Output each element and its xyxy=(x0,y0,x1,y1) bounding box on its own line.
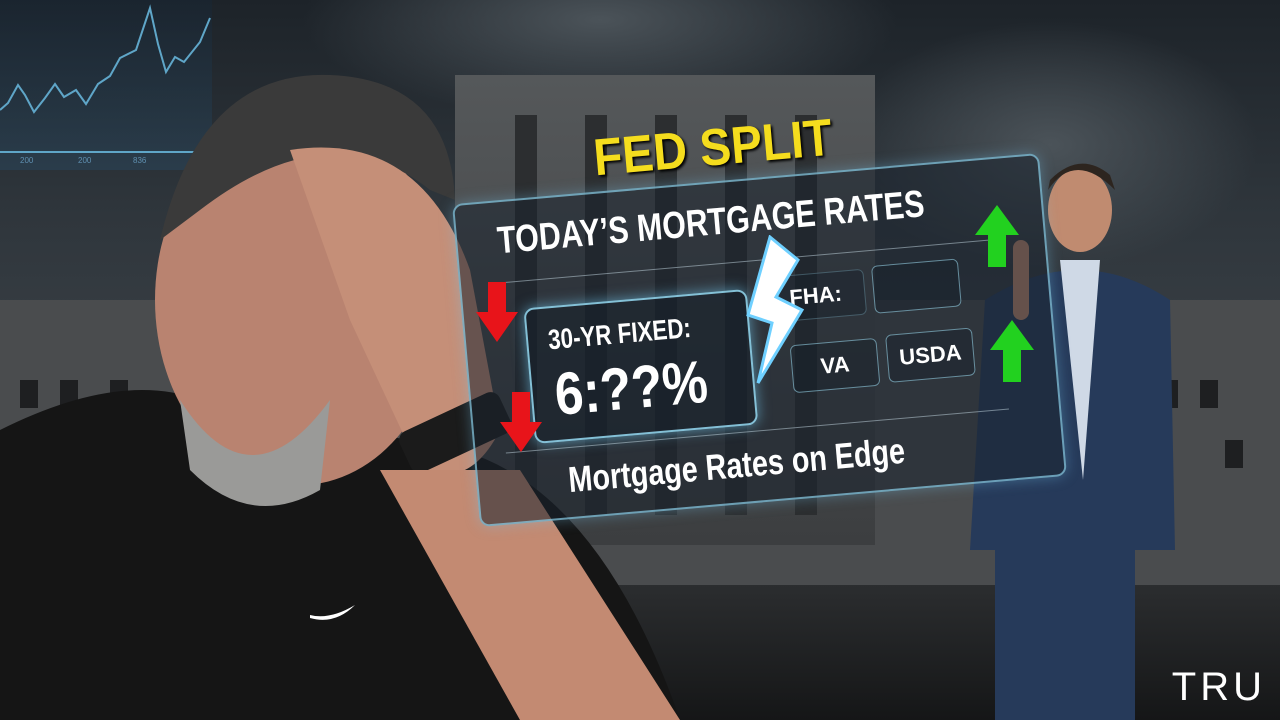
fixed-rate-box: 30-YR FIXED: 6:??% xyxy=(523,288,759,444)
fixed-rate-value: 6:??% xyxy=(552,347,711,428)
window xyxy=(20,380,38,408)
chart-tick-label: 200 xyxy=(78,156,92,165)
window xyxy=(1225,440,1243,468)
chart-line xyxy=(0,4,211,153)
up-arrow-icon xyxy=(975,205,1019,267)
panel-subtitle: Mortgage Rates on Edge xyxy=(566,429,907,501)
loan-type-usda: USDA xyxy=(885,327,976,383)
loan-type-empty xyxy=(870,258,962,314)
tru-logo: TRU xyxy=(1171,665,1266,709)
down-arrow-icon xyxy=(500,392,542,452)
down-arrow-icon xyxy=(476,282,518,342)
window xyxy=(1200,380,1218,408)
lightning-bolt-icon xyxy=(746,235,805,384)
chart-tick-label: 200 xyxy=(20,156,34,165)
chart-tick-label: 836 xyxy=(133,156,147,165)
background-stock-chart: 200 200 836 2 xyxy=(0,0,212,170)
presenter-facepalm xyxy=(0,74,680,720)
up-arrow-icon xyxy=(990,320,1034,382)
